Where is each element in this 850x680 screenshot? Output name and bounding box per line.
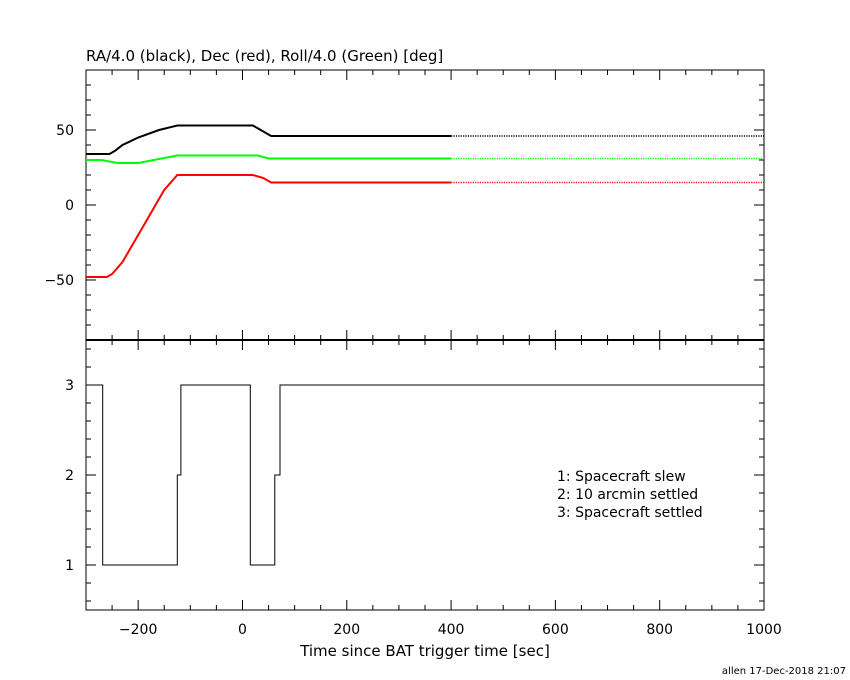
x-tick-label: 200 [333,622,360,638]
annotation-settled: 3: Spacecraft settled [557,505,703,521]
annotation-10arcmin: 2: 10 arcmin settled [557,487,698,503]
top-panel-frame [85,69,765,341]
top-series-line-0 [86,124,452,155]
x-tick-label: 400 [438,622,465,638]
x-tick-label: −200 [119,622,157,638]
chart-title: RA/4.0 (black), Dec (red), Roll/4.0 (Gre… [86,47,443,65]
bottom-y-tick-label: 2 [65,468,74,484]
bottom-y-tick-label: 3 [65,378,74,394]
bottom-series-line-0 [86,384,764,566]
top-series-line-2 [86,154,452,164]
top-y-tick-label: 50 [56,123,74,139]
x-tick-label: 1000 [746,622,782,638]
x-tick-label: 600 [542,622,569,638]
x-tick-label: 0 [238,622,247,638]
bottom-y-tick-label: 1 [65,558,74,574]
top-series-line-1 [86,174,452,278]
footer-timestamp: allen 17-Dec-2018 21:07 [722,666,846,677]
x-tick-label: 800 [646,622,673,638]
top-y-tick-label: −50 [44,273,74,289]
x-axis-label: Time since BAT trigger time [sec] [299,642,550,660]
top-y-tick-label: 0 [65,198,74,214]
annotation-slew: 1: Spacecraft slew [557,469,686,485]
top-panel: −50 0 50 [44,69,765,341]
bottom-panel: −200 0 200 400 600 800 1000 1 2 3 1: Spacecraft s… [65,339,782,638]
